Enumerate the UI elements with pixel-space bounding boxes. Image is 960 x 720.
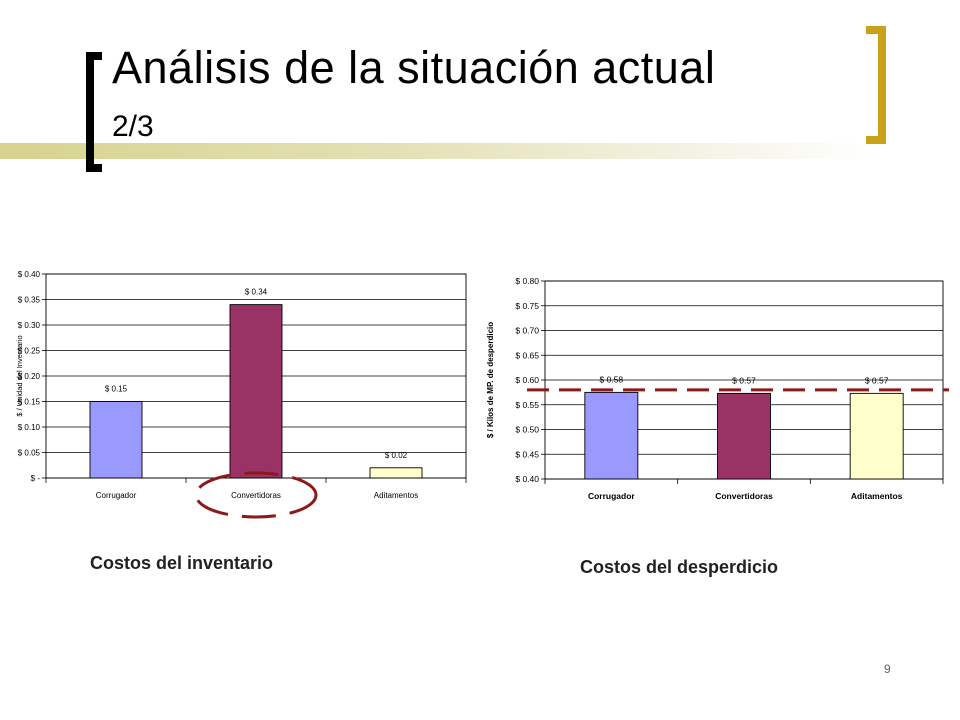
y-tick-label: $ 0.05 [18, 449, 41, 458]
y-tick-label: $ - [31, 474, 41, 483]
y-tick-label: $ 0.80 [515, 276, 539, 286]
category-label: Corrugador [96, 491, 137, 500]
category-label: Convertidoras [715, 491, 773, 501]
y-tick-label: $ 0.70 [515, 326, 539, 336]
page-number: 9 [884, 662, 891, 676]
bar [229, 304, 283, 479]
y-tick-label: $ 0.35 [18, 296, 41, 305]
category-label: Aditamentos [851, 491, 903, 501]
y-tick-label: $ 0.55 [515, 400, 539, 410]
bar-value-label: $ 0.57 [865, 375, 889, 385]
category-label: Aditamentos [374, 491, 418, 500]
bar-value-label: $ 0.15 [105, 385, 128, 394]
left-bracket-decoration [86, 52, 102, 172]
y-tick-label: $ 0.20 [18, 372, 41, 381]
left-chart-caption: Costos del inventario [90, 553, 274, 573]
bar [849, 392, 904, 480]
y-tick-label: $ 0.25 [18, 347, 41, 356]
highlight-ellipse [194, 471, 318, 519]
bar [369, 467, 423, 479]
y-tick-label: $ 0.45 [515, 449, 539, 459]
y-tick-label: $ 0.50 [515, 425, 539, 435]
bar [89, 401, 143, 479]
y-tick-label: $ 0.60 [515, 375, 539, 385]
bar-value-label: $ 0.34 [245, 288, 268, 297]
bar-value-label: $ 0.58 [600, 374, 624, 384]
right-bracket-decoration [866, 26, 886, 144]
category-label: Corrugador [588, 491, 635, 501]
bar [717, 392, 771, 480]
slide-subtitle: 2/3 [112, 110, 154, 143]
y-axis-label: $ / Kilos de MP. de desperdicio [486, 322, 495, 438]
y-tick-label: $ 0.75 [515, 301, 539, 311]
slide-title: Análisis de la situación actual [112, 42, 716, 93]
bar-value-label: $ 0.57 [732, 375, 756, 385]
right-chart-caption: Costos del desperdicio [580, 557, 779, 577]
category-label: Convertidoras [231, 491, 281, 500]
y-axis-label: $ / Unidad del Inventario [15, 335, 24, 416]
y-tick-label: $ 0.40 [515, 474, 539, 484]
bar [584, 391, 639, 480]
y-tick-label: $ 0.30 [18, 321, 41, 330]
y-tick-label: $ 0.40 [18, 270, 41, 279]
bar-value-label: $ 0.02 [385, 451, 408, 460]
y-tick-label: $ 0.65 [515, 350, 539, 360]
y-tick-label: $ 0.10 [18, 423, 41, 432]
title-underline-bar [0, 143, 880, 159]
y-tick-label: $ 0.15 [18, 398, 41, 407]
